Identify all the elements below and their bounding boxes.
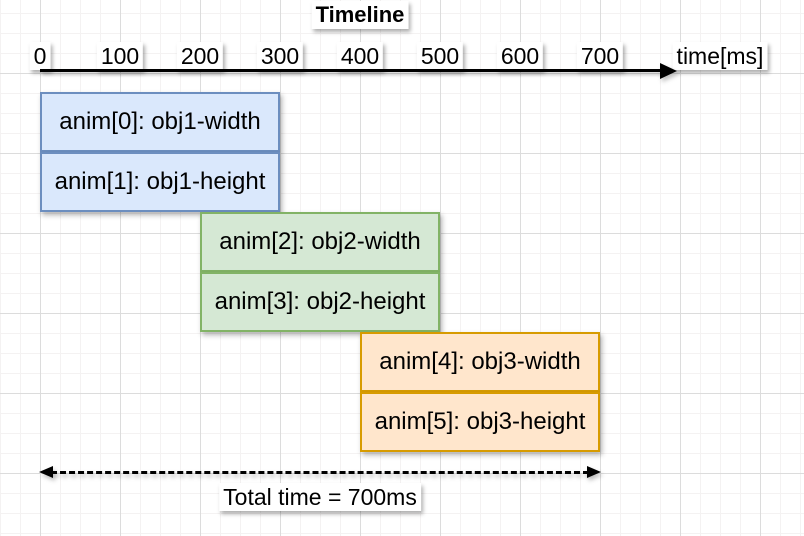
anim-bar: anim[3]: obj2-height — [200, 272, 440, 332]
axis-tick-label: 400 — [336, 42, 384, 70]
axis-tick-label: 700 — [576, 42, 624, 70]
arrow-right-icon — [587, 466, 601, 478]
axis-tick-label: 500 — [416, 42, 464, 70]
anim-bar-label: anim[1]: obj1-height — [54, 168, 266, 195]
dashed-line — [51, 471, 589, 474]
anim-bar: anim[1]: obj1-height — [40, 152, 280, 212]
anim-bar-label: anim[2]: obj2-width — [219, 228, 421, 255]
anim-bar-label: anim[5]: obj3-height — [374, 408, 586, 435]
arrow-left-icon — [39, 466, 53, 478]
anim-bar: anim[5]: obj3-height — [360, 392, 600, 452]
anim-bar: anim[4]: obj3-width — [360, 332, 600, 392]
total-duration-label: Total time = 700ms — [219, 483, 421, 511]
axis-tick-label: 600 — [496, 42, 544, 70]
axis-unit-label: time[ms] — [672, 42, 768, 70]
axis-tick-label: 200 — [176, 42, 224, 70]
anim-bar: anim[2]: obj2-width — [200, 212, 440, 272]
anim-bar-label: anim[4]: obj3-width — [379, 348, 581, 375]
axis-tick-label: 300 — [256, 42, 304, 70]
axis-tick-label: 100 — [96, 42, 144, 70]
axis-line — [40, 69, 662, 72]
axis-arrowhead-icon — [660, 63, 677, 79]
anim-bar-label: anim[3]: obj2-height — [214, 288, 426, 315]
anim-bar: anim[0]: obj1-width — [40, 92, 280, 152]
axis-tick-label: 0 — [29, 42, 51, 70]
anim-bar-label: anim[0]: obj1-width — [59, 108, 261, 135]
diagram-title: Timeline — [311, 1, 409, 29]
